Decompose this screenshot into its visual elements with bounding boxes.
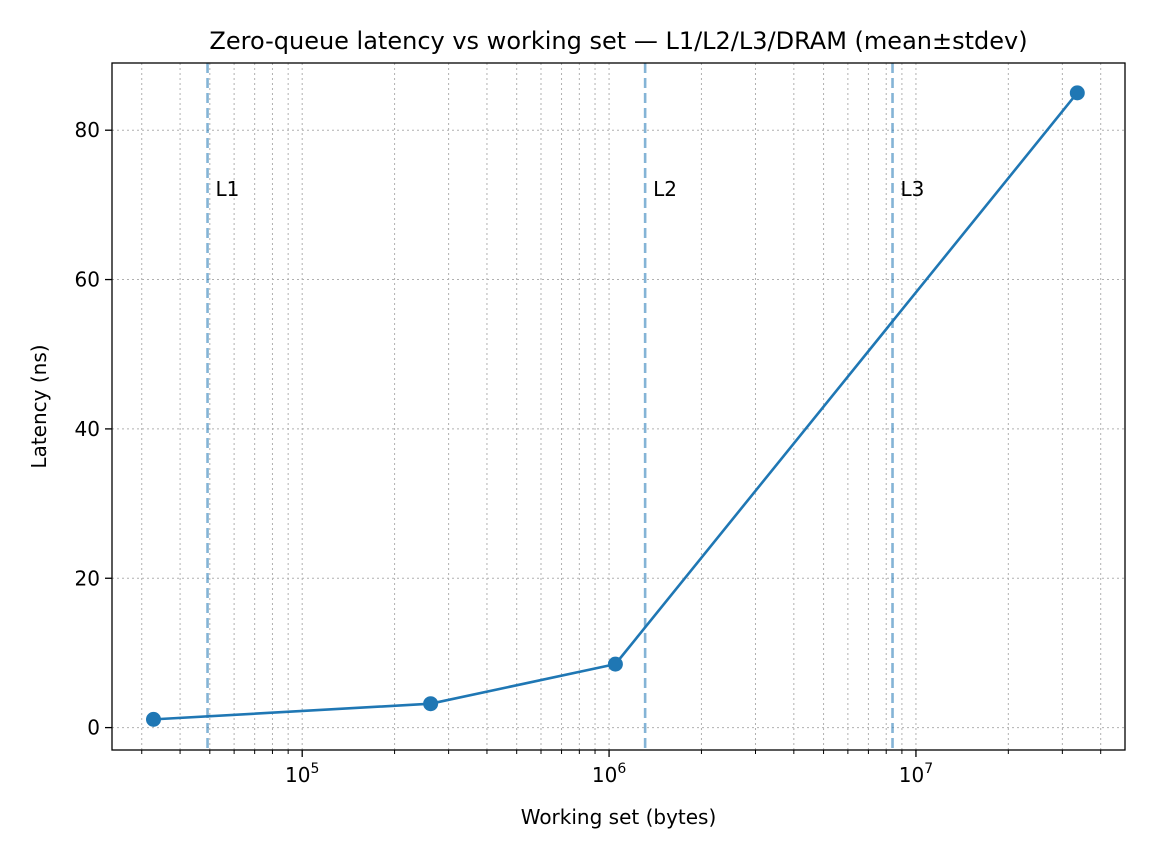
series-layer (146, 85, 1085, 727)
data-point (423, 696, 439, 712)
x-tick-label: 105 (285, 761, 319, 787)
y-axis-title: Latency (ns) (27, 344, 51, 468)
y-tick-label: 60 (75, 268, 100, 292)
y-tick-label: 20 (75, 566, 100, 590)
y-tick-label: 80 (75, 118, 100, 142)
cache-boundary-label: L3 (901, 177, 925, 201)
x-axis-title: Working set (bytes) (521, 805, 717, 829)
y-tick-label: 0 (87, 716, 100, 740)
x-tick-label: 106 (592, 761, 626, 787)
chart-title: Zero-queue latency vs working set — L1/L… (209, 27, 1027, 55)
x-axis-ticks: 105 106 107 (141, 750, 1102, 787)
latency-series-line (153, 92, 1079, 721)
y-tick-label: 40 (75, 417, 100, 441)
plot-frame (111, 62, 1126, 751)
cache-boundary-label: L1 (216, 177, 240, 201)
x-tick-label: 107 (899, 761, 933, 787)
cache-boundary-label: L2 (653, 177, 677, 201)
y-axis-ticks: 0 20 40 60 80 (75, 118, 112, 740)
data-point (146, 711, 162, 727)
data-point (1069, 85, 1085, 101)
major-grid (112, 63, 1125, 750)
cache-level-markers: L1 L2 L3 (206, 63, 925, 750)
data-point (607, 656, 623, 672)
